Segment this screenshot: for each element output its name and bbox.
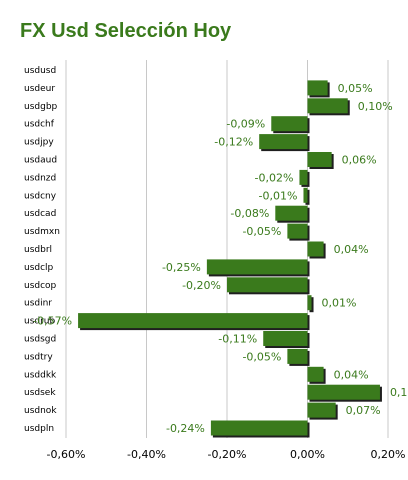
x-tick-label: 0,20% (371, 448, 406, 461)
category-label: usdjpy (24, 138, 54, 148)
bar (307, 98, 348, 114)
data-label: -0,24% (166, 422, 205, 435)
data-label: -0,02% (255, 171, 294, 184)
category-label: usdinr (24, 299, 52, 309)
category-label: usdusd (24, 66, 56, 76)
category-label: usdnzd (24, 173, 56, 183)
category-label: usdcny (24, 191, 57, 201)
x-tick-label: -0,60% (47, 448, 86, 461)
bar (307, 366, 324, 382)
bar (307, 80, 328, 96)
bar (299, 169, 308, 185)
bar (307, 402, 336, 418)
bar (287, 223, 308, 239)
category-label: usdsek (24, 388, 56, 398)
data-label: -0,11% (218, 333, 257, 346)
data-label: -0,09% (226, 118, 265, 131)
data-label: 0,04% (334, 368, 369, 381)
data-label: -0,01% (259, 189, 298, 202)
data-label: -0,20% (182, 279, 221, 292)
data-label: -0,05% (242, 225, 281, 238)
bar (227, 277, 308, 293)
category-label: usdmxn (24, 227, 60, 237)
category-label: usdbrl (24, 245, 52, 255)
bar (78, 313, 308, 329)
data-label: 0,18% (390, 386, 408, 399)
bar (307, 152, 332, 167)
data-label: -0,12% (214, 136, 253, 149)
data-label: -0,25% (162, 261, 201, 274)
bar (275, 205, 308, 221)
chart-title: FX Usd Selección Hoy (20, 20, 232, 42)
data-label: 0,06% (342, 154, 377, 167)
data-label: 0,07% (346, 404, 381, 417)
x-tick-label: 0,00% (290, 448, 325, 461)
category-label: usdrub (24, 317, 56, 327)
category-label: usdeur (24, 84, 55, 94)
bar (307, 384, 380, 400)
bar (259, 134, 308, 150)
data-label: -0,05% (242, 350, 281, 363)
bar (263, 331, 308, 346)
bar (271, 116, 308, 132)
category-label: usdnok (24, 406, 57, 416)
category-label: usdchf (24, 120, 55, 130)
category-label: usdgbp (24, 102, 58, 112)
bar (206, 259, 308, 275)
bar (303, 187, 308, 203)
category-label: usdaud (24, 156, 57, 166)
bar (307, 295, 312, 311)
x-tick-label: -0,20% (208, 448, 247, 461)
category-label: usdclp (24, 263, 54, 273)
data-label: -0,08% (230, 207, 269, 220)
data-label: 0,01% (322, 297, 357, 310)
category-label: usdcop (24, 281, 57, 291)
bar (287, 348, 308, 364)
bar (307, 241, 324, 257)
data-label: -0,57% (33, 315, 72, 328)
category-label: usddkk (24, 370, 57, 380)
data-label: 0,04% (334, 243, 369, 256)
category-label: usdsgd (24, 335, 56, 345)
data-label: 0,05% (338, 82, 373, 95)
data-label: 0,10% (358, 100, 393, 113)
x-tick-label: -0,40% (127, 448, 166, 461)
bar (210, 420, 308, 436)
category-label: usdtry (24, 352, 53, 362)
category-label: usdcad (24, 209, 56, 219)
category-label: usdpln (24, 424, 54, 434)
